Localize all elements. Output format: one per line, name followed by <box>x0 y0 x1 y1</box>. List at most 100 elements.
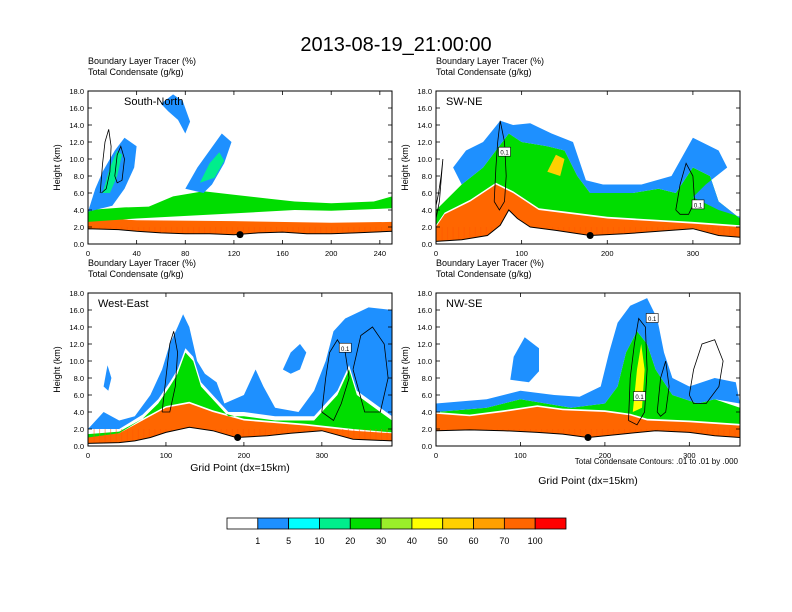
panel-label: West-East <box>98 298 149 310</box>
colorbar-label: 1 <box>255 536 260 546</box>
colorbar-label: 100 <box>528 536 543 546</box>
y-tick-label: 0.0 <box>422 240 432 249</box>
condensate-contour <box>656 360 670 417</box>
condensate-contour <box>493 120 507 211</box>
x-tick-label: 240 <box>374 249 387 258</box>
y-axis-label: Height (km) <box>400 144 410 191</box>
y-tick-label: 18.0 <box>417 87 432 96</box>
y-tick-label: 18.0 <box>69 289 84 298</box>
svg-text:0.1: 0.1 <box>500 151 509 157</box>
contour-label: 0.1 <box>633 391 646 401</box>
y-tick-label: 12.0 <box>417 138 432 147</box>
y-tick-label: 8.0 <box>422 172 432 181</box>
y-tick-label: 0.0 <box>74 240 84 249</box>
colorbar-label: 10 <box>314 536 324 546</box>
y-tick-label: 14.0 <box>69 323 84 332</box>
plot-frame <box>435 90 741 245</box>
colorbar-label: 50 <box>438 536 448 546</box>
tracer-region-20 <box>199 152 225 183</box>
y-tick-label: 2.0 <box>422 223 432 232</box>
y-tick-label: 10.0 <box>417 357 432 366</box>
y-axis-label: Height (km) <box>400 346 410 393</box>
colorbar-label: 70 <box>499 536 509 546</box>
x-tick-label: 100 <box>515 249 528 258</box>
colorbar-swatch <box>288 517 320 530</box>
x-axis-label: Grid Point (dx=15km) <box>538 475 638 487</box>
x-tick-label: 120 <box>228 249 241 258</box>
contour-label: 0.1 <box>338 342 352 353</box>
terrain <box>88 426 392 446</box>
y-tick-label: 18.0 <box>69 87 84 96</box>
colorbar-swatch <box>380 517 413 530</box>
colorbar-label: 60 <box>469 536 479 546</box>
y-tick-label: 6.0 <box>74 189 84 198</box>
x-tick-label: 100 <box>160 451 173 460</box>
y-tick-label: 8.0 <box>74 374 84 383</box>
plot-frame <box>87 90 393 245</box>
colorbar: 1 5 10 20 30 40 50 60 70 100 <box>226 517 567 546</box>
tracer-region-5 <box>161 94 191 134</box>
colorbar-swatch <box>319 517 351 530</box>
location-marker <box>234 434 242 441</box>
colorbar-swatch <box>349 517 382 530</box>
panel-label: SW-NE <box>446 96 482 108</box>
tracer-region-30 <box>88 191 392 222</box>
colorbar-swatch <box>411 517 444 530</box>
tracer-region-30 <box>436 331 740 424</box>
panel-header-line: Total Condensate (g/kg) <box>436 67 532 77</box>
plot-area: 0.1 0.1 <box>436 293 740 446</box>
x-tick-label: 0 <box>86 249 90 258</box>
plot-background <box>88 91 392 244</box>
x-tick-label: 300 <box>687 249 700 258</box>
y-tick-label: 16.0 <box>417 306 432 315</box>
colorbar-label: 30 <box>376 536 386 546</box>
panel-label: NW-SE <box>446 298 482 310</box>
tracer-region-5 <box>88 307 392 429</box>
condensate-contour <box>688 339 724 404</box>
panels: Boundary Layer Tracer (%) Total Condensat… <box>52 56 741 487</box>
contour-note: Total Condensate Contours: .01 to .01 by… <box>575 457 739 466</box>
y-tick-label: 10.0 <box>417 155 432 164</box>
condensate-contour <box>161 331 179 413</box>
location-marker <box>586 232 594 239</box>
y-tick-label: 14.0 <box>417 323 432 332</box>
y-tick-label: 10.0 <box>69 357 84 366</box>
y-tick-label: 4.0 <box>422 206 432 215</box>
tracer-region-5 <box>103 365 112 391</box>
panel-header-line: Boundary Layer Tracer (%) <box>436 258 544 268</box>
svg-text:0.1: 0.1 <box>648 317 657 323</box>
svg-text:0.1: 0.1 <box>635 395 644 401</box>
tracer-region-30 <box>436 133 740 226</box>
y-tick-label: 18.0 <box>417 289 432 298</box>
x-tick-label: 40 <box>132 249 140 258</box>
plot-frame <box>435 292 741 447</box>
x-tick-label: 0 <box>434 249 438 258</box>
x-tick-label: 200 <box>238 451 251 460</box>
y-tick-label: 6.0 <box>422 391 432 400</box>
x-tick-label: 80 <box>181 249 189 258</box>
panel-header-line: Boundary Layer Tracer (%) <box>88 258 196 268</box>
condensate-contour <box>628 317 648 426</box>
y-tick-label: 10.0 <box>69 155 84 164</box>
y-tick-label: 14.0 <box>69 121 84 130</box>
x-tick-label: 200 <box>325 249 338 258</box>
condensate-contour <box>352 326 389 413</box>
x-tick-label: 160 <box>276 249 289 258</box>
x-tick-label: 0 <box>434 451 438 460</box>
tracer-region-5 <box>453 120 740 219</box>
tracer-region-5 <box>185 133 232 193</box>
colorbar-swatch <box>257 517 290 530</box>
location-marker <box>236 231 244 239</box>
x-tick-label: 300 <box>683 451 696 460</box>
terrain <box>436 209 740 244</box>
panel-header-line: Total Condensate (g/kg) <box>88 67 184 77</box>
tracer-region-5 <box>282 344 307 374</box>
x-tick-label: 200 <box>601 249 614 258</box>
location-marker <box>584 434 592 441</box>
condensate-contour <box>114 145 125 184</box>
contour-label: 0.1 <box>691 199 705 209</box>
x-tick-label: 200 <box>599 451 612 460</box>
y-tick-label: 6.0 <box>422 189 432 198</box>
panel-sw-ne: Boundary Layer Tracer (%)Total Condensat… <box>400 56 741 258</box>
